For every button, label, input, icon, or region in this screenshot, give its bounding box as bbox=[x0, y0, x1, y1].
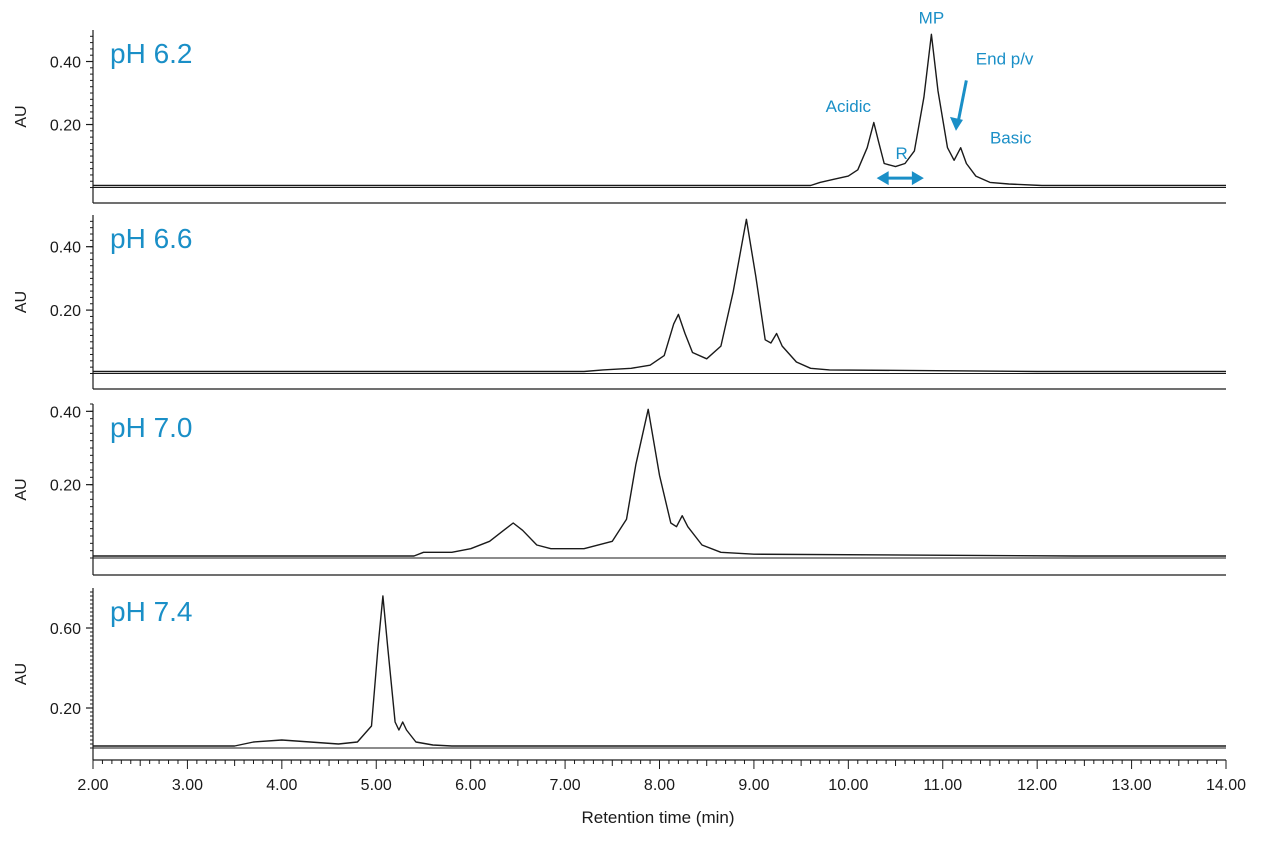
x-tick-label: 5.00 bbox=[361, 777, 392, 794]
x-tick-label: 12.00 bbox=[1017, 777, 1057, 794]
y-axis-label: AU bbox=[13, 105, 30, 127]
end-pv-arrow-head bbox=[949, 116, 963, 131]
panel-ph-label: pH 6.6 bbox=[110, 223, 193, 254]
series-trace bbox=[93, 408, 1226, 557]
x-axis: 2.00 3.00 4.00 5.00 6.00 7.00 8.00 9.00 10.00 11.… bbox=[77, 760, 1246, 794]
annotation-label: Acidic bbox=[826, 97, 872, 116]
panel-ph-label: pH 7.4 bbox=[110, 596, 193, 627]
x-tick-label: 7.00 bbox=[550, 777, 581, 794]
y-tick-label: 0.40 bbox=[50, 55, 81, 72]
y-tick-label: 0.20 bbox=[50, 478, 81, 495]
r-arrow-right-head bbox=[911, 171, 924, 186]
annotation-label: R bbox=[896, 144, 908, 163]
y-axis-label: AU bbox=[13, 478, 30, 500]
y-tick-label: 0.20 bbox=[50, 118, 81, 135]
x-tick-label: 4.00 bbox=[266, 777, 297, 794]
x-tick-label: 11.00 bbox=[923, 777, 962, 794]
y-tick-label: 0.40 bbox=[50, 240, 81, 257]
panel-4: 0.20 0.60 AU pH 7.4 bbox=[13, 588, 1226, 761]
y-tick-label: 0.20 bbox=[50, 303, 81, 320]
r-arrow-left-head bbox=[876, 171, 889, 186]
x-tick-label: 6.00 bbox=[455, 777, 486, 794]
x-tick-label: 3.00 bbox=[172, 777, 203, 794]
panel-ph-label: pH 7.0 bbox=[110, 412, 193, 443]
annotation-label: End p/v bbox=[976, 50, 1034, 69]
y-axis-label: AU bbox=[13, 291, 30, 313]
y-tick-label: 0.60 bbox=[50, 621, 81, 638]
end-pv-arrow-line bbox=[956, 80, 968, 124]
x-tick-label: 10.00 bbox=[828, 777, 868, 794]
panel-2: 0.20 0.40 AU pH 6.6 bbox=[13, 215, 1226, 390]
annotation-label: Basic bbox=[990, 128, 1032, 147]
annotation-label: MP bbox=[919, 9, 945, 28]
panel-3: 0.20 0.40 AU pH 7.0 bbox=[13, 403, 1226, 576]
series-trace bbox=[93, 218, 1226, 373]
y-axis-label: AU bbox=[13, 663, 30, 685]
x-axis-label: Retention time (min) bbox=[581, 808, 734, 827]
series-trace bbox=[93, 595, 1226, 747]
panel-1: 0.20 0.40 AU pH 6.2 MP Acidic R End p/v Basic bbox=[13, 9, 1226, 204]
x-tick-label: 9.00 bbox=[738, 777, 769, 794]
series-trace bbox=[93, 33, 1226, 187]
y-tick-label: 0.20 bbox=[50, 701, 81, 718]
x-tick-label: 14.00 bbox=[1206, 777, 1246, 794]
x-tick-label: 2.00 bbox=[77, 777, 108, 794]
x-tick-label: 13.00 bbox=[1112, 777, 1152, 794]
y-tick-label: 0.40 bbox=[50, 404, 81, 421]
x-tick-label: 8.00 bbox=[644, 777, 675, 794]
panel-ph-label: pH 6.2 bbox=[110, 38, 193, 69]
